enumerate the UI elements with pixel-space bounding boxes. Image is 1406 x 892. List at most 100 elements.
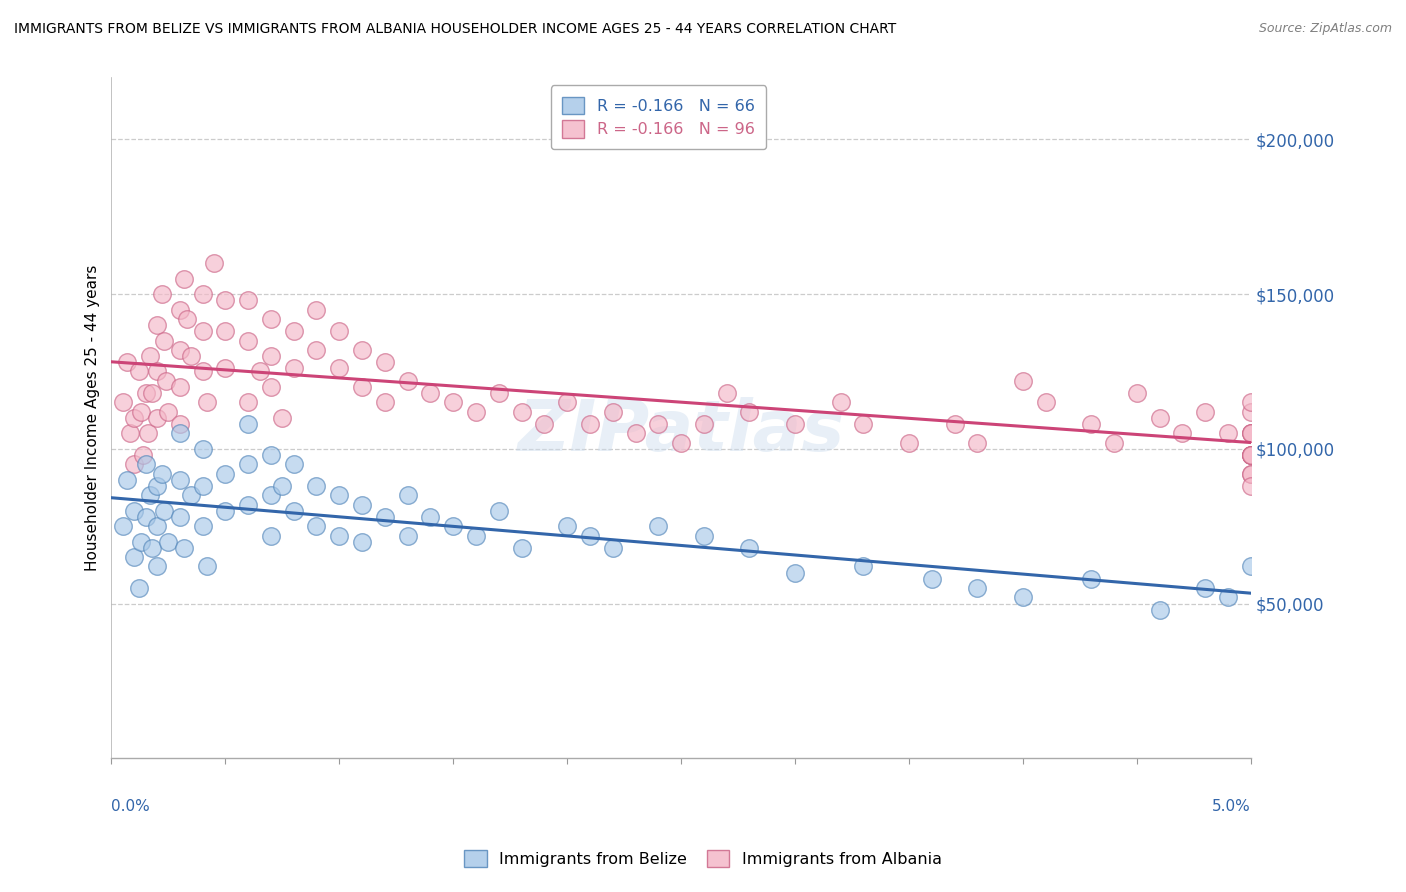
Point bbox=[214, 361, 236, 376]
Point bbox=[305, 479, 328, 493]
Text: ZIPatlas: ZIPatlas bbox=[517, 397, 845, 466]
Point bbox=[852, 417, 875, 431]
Point bbox=[169, 380, 191, 394]
Point bbox=[271, 479, 294, 493]
Point bbox=[1149, 603, 1171, 617]
Point bbox=[1240, 448, 1263, 462]
Point bbox=[260, 311, 283, 326]
Point bbox=[1240, 479, 1263, 493]
Point bbox=[111, 519, 134, 533]
Point bbox=[122, 458, 145, 472]
Y-axis label: Householder Income Ages 25 - 44 years: Householder Income Ages 25 - 44 years bbox=[86, 265, 100, 571]
Point bbox=[139, 349, 162, 363]
Point bbox=[155, 374, 177, 388]
Point bbox=[157, 405, 180, 419]
Point bbox=[150, 467, 173, 481]
Point bbox=[533, 417, 555, 431]
Point bbox=[129, 534, 152, 549]
Point bbox=[783, 566, 806, 580]
Point bbox=[1194, 405, 1216, 419]
Point bbox=[195, 395, 218, 409]
Point bbox=[135, 510, 157, 524]
Point bbox=[602, 541, 624, 555]
Point bbox=[352, 498, 374, 512]
Legend: Immigrants from Belize, Immigrants from Albania: Immigrants from Belize, Immigrants from … bbox=[458, 843, 948, 873]
Point bbox=[169, 343, 191, 357]
Point bbox=[236, 334, 259, 348]
Point bbox=[1240, 395, 1263, 409]
Point bbox=[1126, 386, 1149, 401]
Point bbox=[214, 504, 236, 518]
Point bbox=[1240, 426, 1263, 441]
Point bbox=[129, 405, 152, 419]
Point bbox=[122, 504, 145, 518]
Point bbox=[1012, 374, 1035, 388]
Point bbox=[283, 361, 305, 376]
Point bbox=[693, 528, 716, 542]
Point bbox=[117, 473, 139, 487]
Point bbox=[191, 287, 214, 301]
Point bbox=[202, 256, 225, 270]
Point bbox=[141, 386, 163, 401]
Point bbox=[153, 334, 176, 348]
Point bbox=[465, 405, 488, 419]
Point bbox=[153, 504, 176, 518]
Point bbox=[173, 541, 195, 555]
Point bbox=[157, 534, 180, 549]
Point bbox=[602, 405, 624, 419]
Point bbox=[128, 364, 150, 378]
Point bbox=[260, 380, 283, 394]
Point bbox=[374, 395, 396, 409]
Point bbox=[943, 417, 966, 431]
Point bbox=[1240, 448, 1263, 462]
Point bbox=[135, 458, 157, 472]
Point bbox=[305, 343, 328, 357]
Point bbox=[419, 386, 441, 401]
Point bbox=[136, 426, 159, 441]
Point bbox=[352, 534, 374, 549]
Point bbox=[624, 426, 647, 441]
Point bbox=[1240, 448, 1263, 462]
Point bbox=[1240, 405, 1263, 419]
Point bbox=[1080, 417, 1102, 431]
Point bbox=[921, 572, 943, 586]
Point bbox=[195, 559, 218, 574]
Point bbox=[260, 349, 283, 363]
Point bbox=[966, 435, 988, 450]
Point bbox=[441, 519, 464, 533]
Point bbox=[191, 324, 214, 338]
Point bbox=[1080, 572, 1102, 586]
Point bbox=[271, 410, 294, 425]
Point bbox=[488, 504, 510, 518]
Point bbox=[146, 519, 169, 533]
Point bbox=[647, 519, 669, 533]
Point bbox=[555, 395, 578, 409]
Point bbox=[146, 318, 169, 332]
Point bbox=[1240, 426, 1263, 441]
Point bbox=[396, 528, 419, 542]
Point bbox=[214, 467, 236, 481]
Point bbox=[555, 519, 578, 533]
Point bbox=[135, 386, 157, 401]
Point bbox=[738, 541, 761, 555]
Point bbox=[783, 417, 806, 431]
Point bbox=[236, 498, 259, 512]
Point bbox=[141, 541, 163, 555]
Point bbox=[118, 426, 141, 441]
Point bbox=[180, 488, 202, 502]
Point bbox=[328, 361, 350, 376]
Point bbox=[132, 448, 155, 462]
Point bbox=[1240, 559, 1263, 574]
Legend: R = -0.166   N = 66, R = -0.166   N = 96: R = -0.166 N = 66, R = -0.166 N = 96 bbox=[551, 86, 766, 149]
Point bbox=[146, 559, 169, 574]
Point bbox=[236, 395, 259, 409]
Point bbox=[374, 510, 396, 524]
Point bbox=[139, 488, 162, 502]
Point bbox=[150, 287, 173, 301]
Point bbox=[117, 355, 139, 369]
Point bbox=[214, 324, 236, 338]
Point bbox=[1035, 395, 1057, 409]
Text: Source: ZipAtlas.com: Source: ZipAtlas.com bbox=[1258, 22, 1392, 36]
Point bbox=[173, 271, 195, 285]
Point bbox=[1149, 410, 1171, 425]
